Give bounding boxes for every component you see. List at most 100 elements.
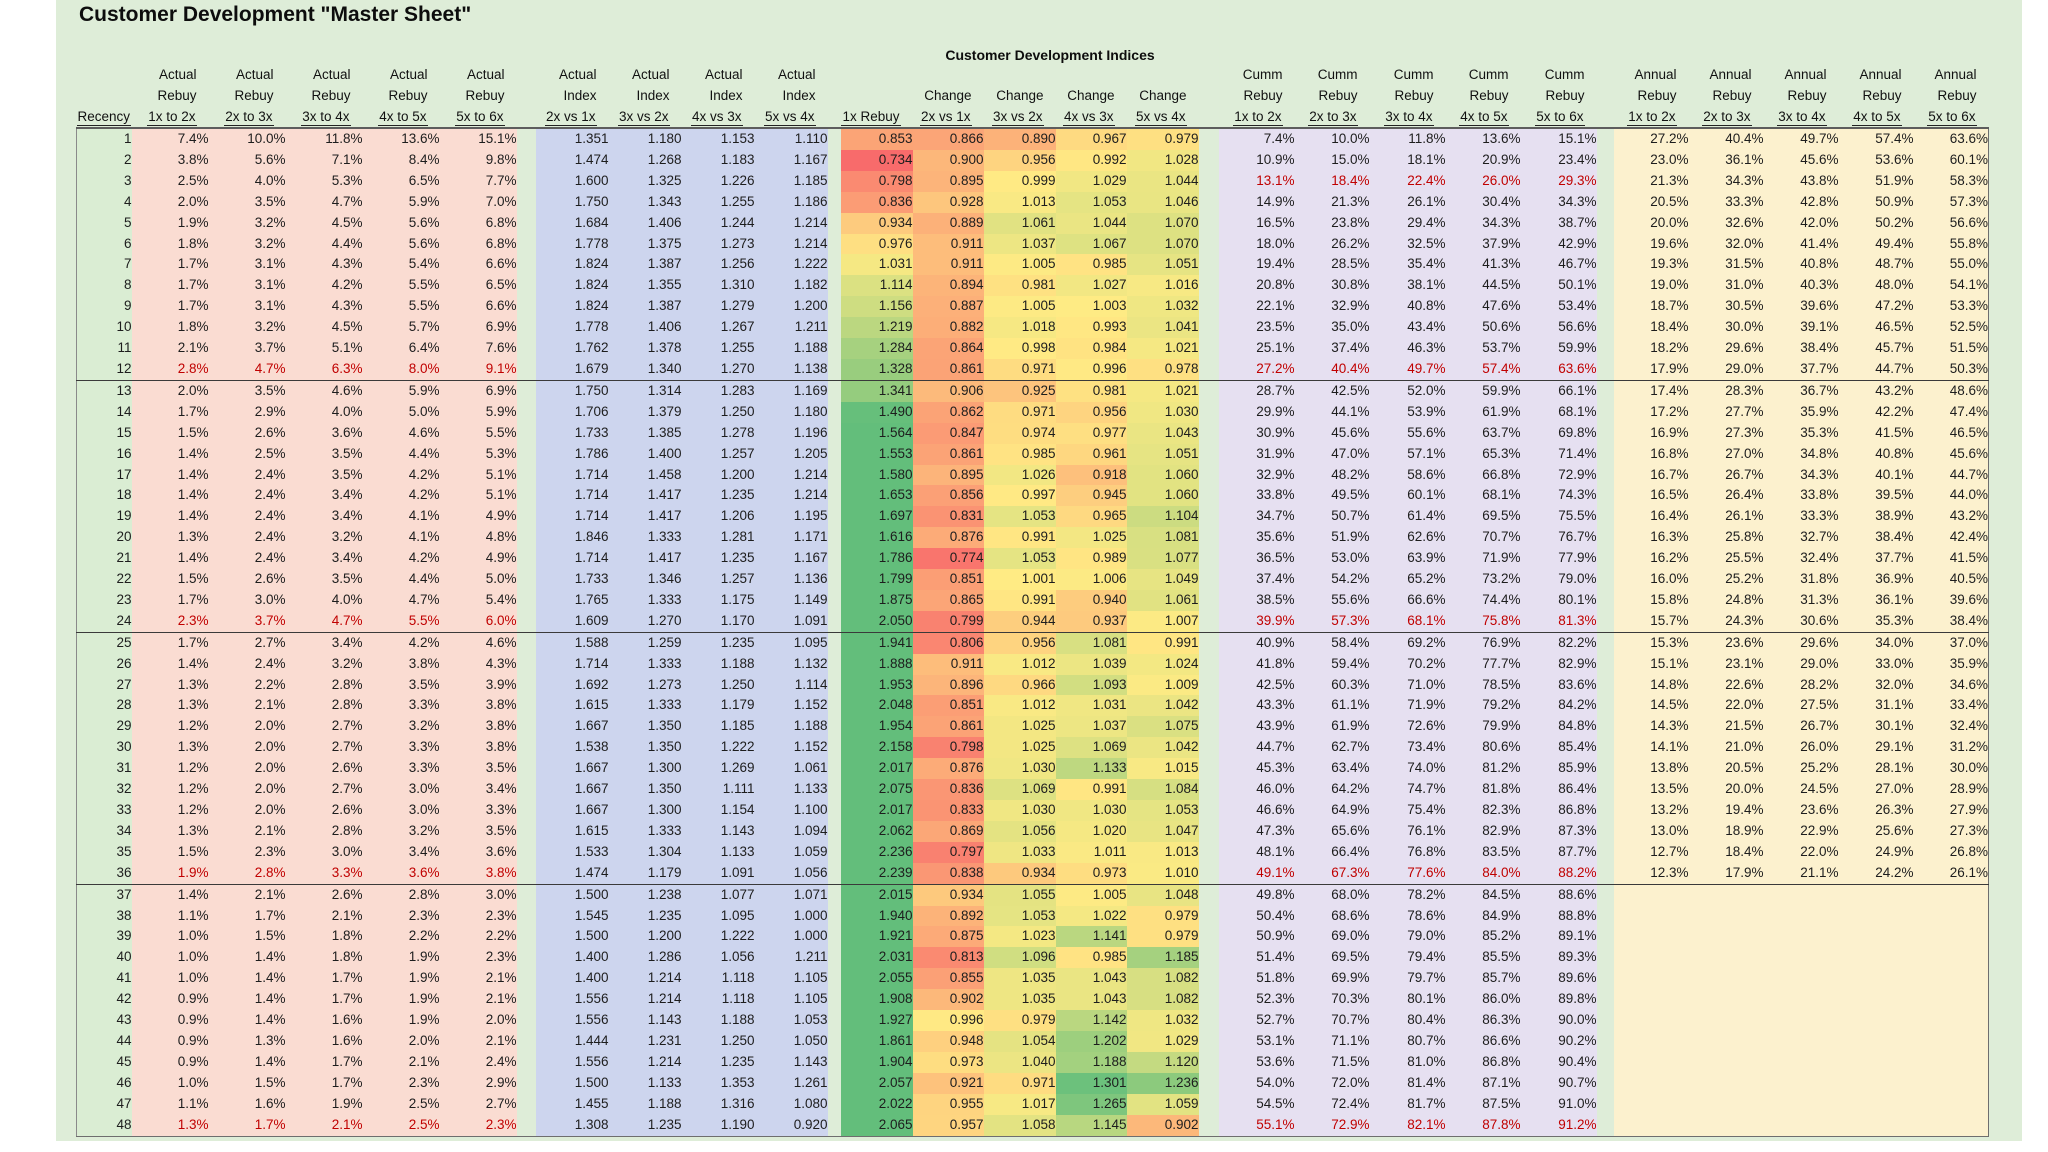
table-cell[interactable]: 1.706 [535,401,609,423]
table-cell[interactable]: 50.9% [1218,926,1295,948]
table-cell[interactable]: 1.417 [608,506,682,528]
row-label[interactable]: 18 [76,485,132,507]
table-cell[interactable]: 1.954 [840,716,913,738]
table-cell[interactable]: 81.3% [1520,610,1597,633]
table-cell[interactable]: 1.300 [608,800,682,821]
table-cell[interactable]: 1.556 [535,989,609,1011]
table-cell[interactable]: 5.6% [362,233,440,255]
table-cell[interactable]: 1.046 [1126,191,1199,213]
table-cell[interactable]: 3.5% [208,380,286,402]
table-cell[interactable]: 1.273 [608,674,682,696]
table-cell[interactable]: 34.0% [1838,632,1914,654]
table-cell[interactable]: 9.1% [439,358,517,381]
table-cell[interactable]: 80.4% [1369,1010,1446,1031]
table-cell[interactable]: 1.4% [131,548,209,570]
table-cell[interactable]: 1.114 [754,674,828,696]
table-cell[interactable]: 1.069 [1055,737,1127,759]
table-cell[interactable] [1613,1010,1689,1031]
table-cell[interactable]: 1.171 [754,527,828,549]
table-cell[interactable]: 1.016 [1126,275,1199,297]
table-cell[interactable]: 24.9% [1838,841,1914,863]
table-cell[interactable]: 1.697 [840,506,913,528]
table-cell[interactable]: 1.667 [535,716,609,738]
row-label[interactable]: 32 [76,779,132,800]
table-cell[interactable]: 2.4% [208,464,286,486]
table-cell[interactable]: 1.385 [608,422,682,444]
table-cell[interactable]: 1.029 [1055,170,1127,192]
table-cell[interactable]: 35.0% [1294,317,1370,339]
table-cell[interactable]: 1.350 [608,716,682,738]
table-cell[interactable]: 61.9% [1294,716,1370,738]
table-cell[interactable]: 1.084 [1126,779,1199,800]
table-cell[interactable]: 86.6% [1445,1030,1521,1052]
table-cell[interactable]: 2.2% [439,926,517,948]
table-cell[interactable]: 0.979 [983,1010,1056,1031]
table-cell[interactable]: 37.4% [1294,338,1370,359]
table-cell[interactable]: 1.270 [681,358,755,381]
table-cell[interactable] [1838,926,1914,948]
table-cell[interactable]: 26.4% [1688,485,1764,507]
table-cell[interactable]: 1.455 [535,1093,609,1115]
table-cell[interactable]: 1.875 [840,589,913,611]
table-cell[interactable]: 71.9% [1369,695,1446,717]
table-cell[interactable]: 1.043 [1055,989,1127,1011]
table-cell[interactable]: 26.7% [1688,464,1764,486]
table-cell[interactable]: 1.387 [608,254,682,276]
table-cell[interactable]: 1.152 [754,737,828,759]
table-cell[interactable]: 38.4% [1763,338,1839,359]
table-cell[interactable]: 11.8% [285,127,363,150]
table-cell[interactable]: 85.4% [1520,737,1597,759]
table-cell[interactable]: 1.9% [285,1093,363,1115]
table-cell[interactable]: 1.206 [681,506,755,528]
table-cell[interactable]: 1.268 [608,149,682,171]
table-cell[interactable]: 1.8% [131,317,209,339]
table-cell[interactable] [1613,947,1689,969]
table-cell[interactable]: 63.7% [1445,422,1521,444]
table-cell[interactable]: 53.4% [1520,296,1597,318]
table-cell[interactable]: 1.7% [131,632,209,654]
table-cell[interactable]: 1.030 [1055,800,1127,821]
row-label[interactable]: 2 [76,149,132,171]
table-cell[interactable]: 4.9% [439,506,517,528]
table-cell[interactable]: 5.0% [439,569,517,590]
table-cell[interactable]: 63.4% [1294,758,1370,780]
table-cell[interactable]: 1.211 [754,947,828,969]
table-cell[interactable]: 2.2% [362,926,440,948]
table-cell[interactable] [1763,1072,1839,1094]
table-cell[interactable]: 35.3% [1838,610,1914,633]
table-cell[interactable]: 3.5% [362,674,440,696]
table-cell[interactable]: 1.714 [535,464,609,486]
table-cell[interactable]: 3.0% [285,841,363,863]
table-cell[interactable]: 1.9% [131,862,209,885]
table-cell[interactable]: 32.0% [1688,233,1764,255]
table-cell[interactable]: 84.0% [1445,862,1521,885]
table-cell[interactable]: 1.257 [681,569,755,590]
table-cell[interactable]: 26.8% [1913,841,1989,863]
table-cell[interactable]: 4.6% [285,380,363,402]
table-cell[interactable] [1913,1051,1989,1073]
table-cell[interactable]: 38.1% [1369,275,1446,297]
table-cell[interactable]: 1.077 [1126,548,1199,570]
table-cell[interactable]: 13.6% [1445,127,1521,150]
table-cell[interactable]: 48.1% [1218,841,1295,863]
table-cell[interactable]: 88.8% [1520,905,1597,927]
table-cell[interactable]: 75.5% [1520,506,1597,528]
column-header-annual-2x-to-3x[interactable]: Annual Rebuy 2x to 3x [1702,67,1752,126]
table-cell[interactable]: 1.143 [754,1051,828,1073]
table-cell[interactable]: 3.8% [439,695,517,717]
table-cell[interactable]: 1.4% [131,506,209,528]
table-cell[interactable]: 1.013 [1126,841,1199,863]
table-cell[interactable]: 15.0% [1294,149,1370,171]
table-cell[interactable]: 2.3% [208,841,286,863]
table-cell[interactable]: 0.934 [840,212,913,234]
table-cell[interactable]: 3.0% [362,800,440,821]
table-cell[interactable]: 1.205 [754,443,828,465]
table-cell[interactable]: 0.971 [983,401,1056,423]
table-cell[interactable]: 12.3% [1613,862,1689,885]
table-cell[interactable]: 66.8% [1445,464,1521,486]
table-cell[interactable]: 51.9% [1838,170,1914,192]
table-cell[interactable]: 1.030 [983,758,1056,780]
table-cell[interactable]: 78.5% [1445,674,1521,696]
table-cell[interactable]: 84.8% [1520,716,1597,738]
table-cell[interactable]: 5.5% [362,275,440,297]
